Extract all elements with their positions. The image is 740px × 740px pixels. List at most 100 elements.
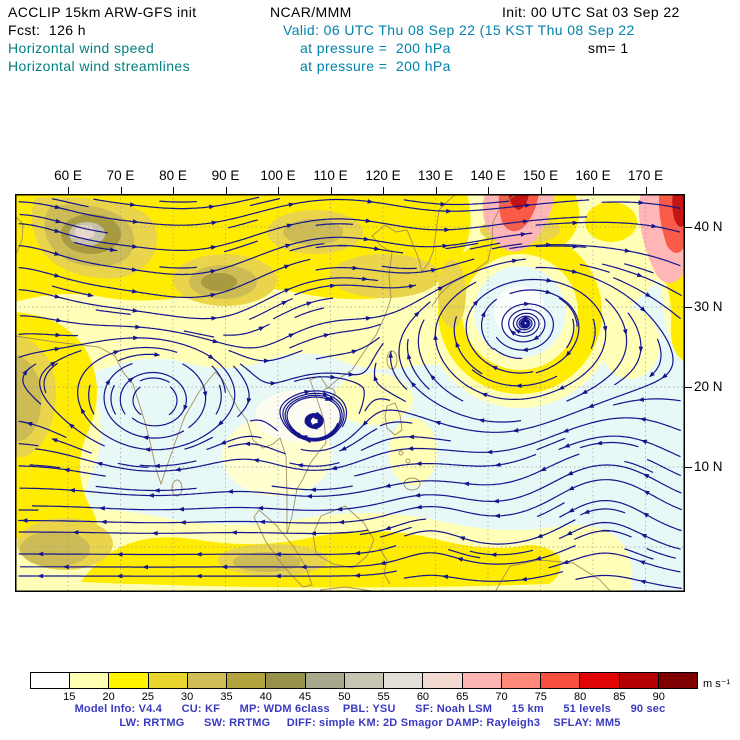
colorbar-tick-label: 90: [652, 691, 665, 703]
streamline-arrowhead: [54, 228, 61, 233]
pressure-level-1: at pressure = 200 hPa: [300, 40, 451, 56]
streamline-arrowhead: [207, 354, 215, 360]
streamline: [110, 384, 117, 415]
streamline-arrowhead: [414, 493, 421, 498]
streamline-arrowhead: [532, 335, 540, 341]
colorbar-cell: [384, 673, 424, 688]
streamline-arrowhead: [384, 525, 391, 531]
streamline-arrowhead: [144, 447, 151, 452]
streamline: [404, 519, 576, 545]
streamline: [132, 386, 142, 416]
streamline: [448, 549, 481, 559]
colorbar-cell: [109, 673, 149, 688]
streamline: [18, 198, 590, 226]
colorbar-cell: [187, 673, 228, 688]
streamline-arrowhead: [306, 414, 313, 421]
colorbar-cell: [501, 673, 542, 688]
streamline: [18, 258, 311, 299]
streamline-arrowhead: [455, 341, 460, 348]
streamline-arrowhead: [230, 530, 237, 535]
pressure-level-2: at pressure = 200 hPa: [300, 58, 451, 74]
streamline-arrowhead: [520, 232, 527, 237]
streamline-arrowhead: [288, 333, 295, 338]
streamline-arrowhead: [408, 434, 414, 440]
streamline-arrowhead: [362, 276, 369, 282]
contour-fill: [333, 373, 413, 425]
streamline: [354, 453, 537, 477]
colorbar-cell: [227, 673, 267, 688]
streamline-arrowhead: [258, 519, 265, 525]
streamline-arrowhead: [645, 292, 652, 298]
colorbar-tick-label: 25: [141, 691, 154, 703]
streamline-arrowhead: [515, 383, 522, 388]
streamline-arrowhead: [624, 248, 631, 253]
streamline: [548, 552, 681, 573]
streamline: [18, 277, 379, 320]
streamline-arrowhead: [208, 204, 216, 210]
streamline: [18, 443, 39, 447]
streamline: [469, 242, 501, 250]
streamline-arrowhead: [478, 418, 485, 423]
streamline-arrowhead: [63, 467, 70, 473]
streamline: [18, 465, 106, 477]
lon-tick: [645, 187, 647, 194]
streamline: [211, 365, 226, 393]
streamline: [227, 219, 258, 229]
contour-fill-jet: [498, 194, 539, 232]
streamline-arrowhead: [133, 335, 140, 341]
streamline-arrowhead: [96, 461, 103, 467]
streamline-arrowhead: [602, 326, 608, 333]
longitude-axis: 60 E 70 E 80 E 90 E 100 E 110 E 120 E 130 E 140 …: [0, 168, 740, 196]
streamline-arrowhead: [643, 473, 650, 479]
streamline-arrowhead: [26, 421, 33, 427]
streamline: [183, 330, 215, 338]
colorbar-cell: [658, 673, 697, 688]
org-label: NCAR/MMM: [270, 4, 352, 20]
streamline-arrowhead: [219, 440, 227, 445]
streamline-arrowhead: [270, 381, 277, 386]
streamline: [624, 460, 654, 473]
streamline: [272, 297, 334, 320]
streamline-arrowhead: [352, 265, 359, 271]
streamline-arrowhead: [304, 389, 311, 395]
streamline: [612, 398, 681, 406]
streamline: [579, 263, 610, 273]
streamline-arrowhead: [116, 573, 123, 579]
streamline-arrowhead: [132, 308, 139, 313]
colorbar-cell: [423, 673, 463, 688]
streamline-arrowhead: [68, 488, 76, 493]
streamline-arrowhead: [410, 381, 417, 388]
streamline-arrowhead: [274, 573, 281, 579]
streamline: [223, 240, 258, 253]
streamline: [558, 521, 681, 550]
streamline: [315, 258, 475, 274]
coastline-sumatra: [253, 509, 313, 588]
contour-fill: [75, 225, 95, 239]
streamline: [601, 529, 632, 538]
streamline-arrowhead: [263, 358, 270, 364]
coastline-japan: [431, 195, 507, 307]
streamline-arrowhead: [444, 227, 451, 233]
lon-tick: [593, 187, 594, 194]
contour-fill-jet: [672, 194, 685, 227]
streamline-arrowhead: [373, 374, 378, 382]
streamline-arrowhead: [512, 428, 519, 433]
streamline-arrowhead: [492, 498, 499, 504]
streamline-arrowhead: [365, 316, 372, 321]
streamline-arrowhead: [288, 202, 295, 208]
streamline-arrowhead: [37, 573, 44, 579]
contour-fill: [330, 254, 440, 298]
streamline: [337, 244, 404, 254]
streamline-arrowhead: [351, 349, 358, 354]
streamline: [293, 376, 365, 415]
streamline-arrowhead: [433, 333, 438, 340]
streamline: [18, 545, 397, 556]
coastline-luzon: [384, 402, 403, 436]
streamline-arrowhead: [154, 352, 161, 357]
streamline-arrowhead: [649, 371, 655, 378]
streamline: [481, 298, 498, 350]
streamline-arrowhead: [348, 372, 355, 377]
streamline-arrowhead: [274, 552, 281, 557]
streamline-arrowhead: [317, 419, 322, 426]
streamline: [18, 333, 79, 337]
